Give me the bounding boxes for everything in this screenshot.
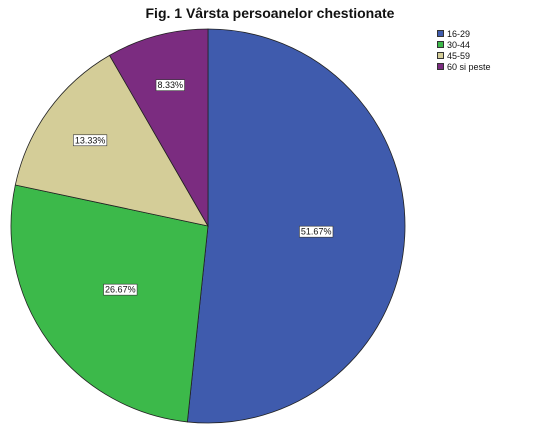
pie-slice xyxy=(108,28,209,228)
data-label-box xyxy=(299,225,334,238)
legend-item: 60 si peste xyxy=(437,61,491,72)
pie-slice xyxy=(10,184,209,423)
data-label-box xyxy=(155,79,185,91)
data-label-text: 26.67% xyxy=(105,285,136,295)
pie-slice xyxy=(186,28,406,424)
data-label-text: 8.33% xyxy=(158,80,184,90)
data-label: 13.33% xyxy=(73,134,108,147)
legend-swatch xyxy=(437,52,444,59)
data-label: 51.67% xyxy=(299,225,334,238)
data-label-text: 13.33% xyxy=(75,135,106,145)
data-label: 8.33% xyxy=(155,79,185,91)
data-label-text: 51.67% xyxy=(301,227,332,237)
data-label-box xyxy=(103,283,138,296)
legend-label: 30-44 xyxy=(447,39,471,50)
legend-item: 45-59 xyxy=(437,50,491,61)
chart-title: Fig. 1 Vârsta persoanelor chestionate xyxy=(145,5,395,21)
legend: 16-29 30-44 45-59 60 si peste xyxy=(437,28,491,72)
legend-swatch xyxy=(437,30,444,37)
legend-item: 16-29 xyxy=(437,28,491,39)
legend-swatch xyxy=(437,63,444,70)
legend-label: 16-29 xyxy=(447,28,471,39)
legend-item: 30-44 xyxy=(437,39,491,50)
legend-label: 60 si peste xyxy=(447,61,491,72)
legend-swatch xyxy=(437,41,444,48)
data-label-box xyxy=(73,134,108,147)
data-label: 26.67% xyxy=(103,283,138,296)
pie-slice xyxy=(14,54,209,227)
legend-label: 45-59 xyxy=(447,50,471,61)
